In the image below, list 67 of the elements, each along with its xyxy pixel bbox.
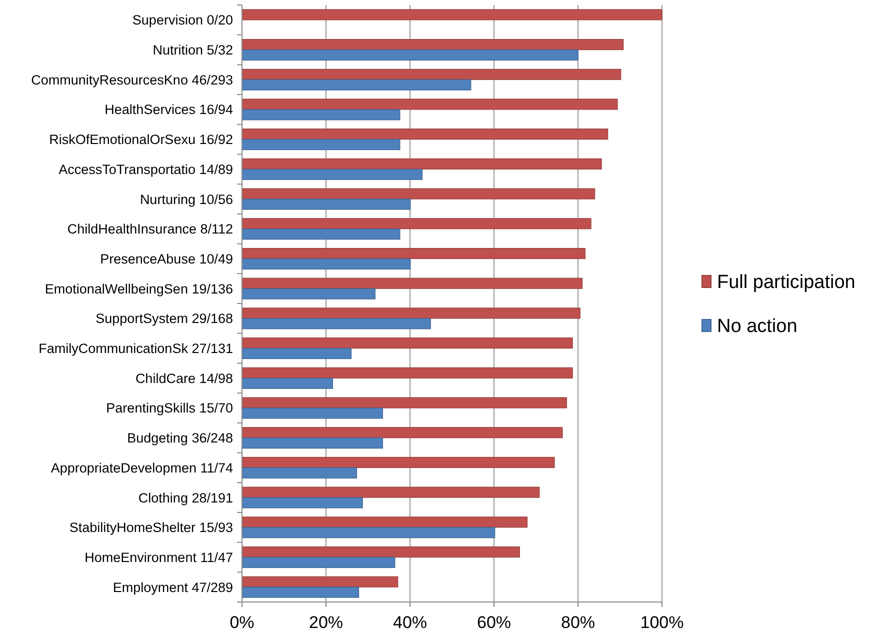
- y-tick-label: HomeEnvironment 11/47: [84, 550, 233, 565]
- bar: [242, 586, 360, 598]
- y-tick-label: Employment 47/289: [112, 580, 233, 595]
- bar: [242, 168, 422, 180]
- bar: [242, 546, 520, 558]
- bar: [242, 486, 540, 498]
- bar: [242, 39, 624, 50]
- bar: [242, 188, 596, 200]
- y-tick-label: RiskOfEmotionalOrSexu 16/92: [49, 132, 233, 148]
- bar: [242, 556, 396, 568]
- bar: [242, 456, 555, 468]
- bar: [242, 128, 608, 140]
- bar: [242, 338, 573, 349]
- bar: [242, 49, 578, 61]
- bar: [242, 427, 563, 438]
- legend-label: No action: [717, 316, 798, 338]
- bar: [242, 318, 431, 330]
- y-tick-label: ChildHealthInsurance 8/112: [67, 222, 233, 237]
- bar: [242, 378, 334, 389]
- y-tick-label: CommunityResourcesKno 46/293: [31, 72, 233, 88]
- bar: [242, 278, 582, 289]
- bar: [242, 527, 496, 538]
- bar: [242, 109, 400, 120]
- bar: [242, 79, 472, 90]
- bar: [242, 288, 376, 300]
- y-tick-label: Budgeting 36/248: [127, 430, 233, 446]
- y-tick-label: Nutrition 5/32: [152, 42, 233, 58]
- bar: [242, 218, 592, 230]
- y-tick-label: ParentingSkills 15/70: [106, 400, 233, 416]
- bar: [242, 516, 528, 528]
- x-tick-label: 40%: [392, 613, 428, 632]
- bar: [242, 348, 352, 360]
- bar: [242, 9, 662, 20]
- bar: [242, 198, 411, 210]
- bar: [242, 308, 580, 319]
- legend-label: Full participation: [717, 272, 856, 294]
- y-tick-label: PresenceAbuse 10/49: [100, 251, 233, 266]
- y-tick-label: EmotionalWellbeingSen 19/136: [44, 281, 233, 296]
- y-tick-label: Nurturing 10/56: [140, 192, 233, 207]
- bar: [242, 497, 363, 508]
- x-tick-label: 20%: [308, 613, 344, 632]
- bar: [242, 397, 567, 408]
- y-tick-label: Supervision 0/20: [132, 12, 233, 28]
- y-tick-label: Clothing 28/191: [138, 490, 233, 506]
- y-tick-label: SupportSystem 29/168: [96, 311, 233, 326]
- bar: [242, 139, 400, 150]
- bar: [242, 158, 602, 170]
- bar: [242, 68, 622, 80]
- bar: [242, 98, 618, 110]
- x-tick-label: 60%: [476, 613, 512, 632]
- bar: [242, 438, 383, 449]
- y-tick-label: StabilityHomeShelter 15/93: [69, 520, 233, 536]
- bar: [242, 467, 357, 478]
- bar: [242, 248, 586, 260]
- x-tick-label: 0%: [230, 613, 254, 632]
- bar: [242, 228, 400, 240]
- y-tick-label: HealthServices 16/94: [104, 102, 234, 118]
- y-tick-label: AppropriateDevelopmen 11/74: [50, 460, 234, 476]
- y-tick-label: ChildCare 14/98: [135, 370, 233, 386]
- y-tick-label: FamilyCommunicationSk 27/131: [38, 341, 233, 356]
- bar: [242, 367, 573, 378]
- x-tick-label: 100%: [640, 613, 684, 632]
- y-tick-label: AccessToTransportatio 14/89: [58, 162, 233, 177]
- bar: [242, 408, 383, 419]
- bar: [242, 258, 411, 270]
- bar: [242, 576, 398, 588]
- x-tick-label: 80%: [560, 613, 596, 632]
